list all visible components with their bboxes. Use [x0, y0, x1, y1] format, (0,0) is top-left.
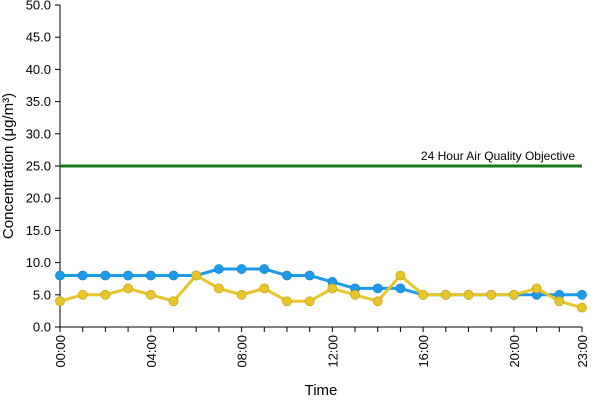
x-tick-label: 08:00: [235, 335, 250, 368]
data-point: [395, 270, 406, 281]
data-point: [123, 283, 133, 294]
data-point: [304, 270, 315, 281]
data-point: [236, 289, 247, 300]
data-point: [577, 302, 587, 313]
data-point: [55, 296, 65, 307]
data-point: [282, 296, 292, 307]
data-point: [418, 289, 429, 300]
x-axis-ticks: 00:00 04:00 08:00 12:00 16:00 20:00 23:00: [53, 327, 590, 368]
y-tick-label: 5.0: [33, 287, 51, 302]
data-point: [554, 296, 565, 307]
data-point: [509, 289, 519, 300]
data-point: [168, 296, 179, 307]
data-point: [372, 296, 383, 307]
data-point: [168, 270, 179, 281]
data-point: [213, 264, 224, 274]
y-tick-label: 15.0: [26, 223, 51, 238]
y-axis-title: Concentration (μg/m³): [0, 93, 17, 239]
x-tick-label: 20:00: [507, 335, 522, 368]
data-point: [259, 264, 270, 274]
y-tick-label: 30.0: [26, 126, 51, 141]
data-point: [77, 270, 88, 281]
data-point: [282, 270, 292, 281]
data-point: [100, 270, 111, 281]
x-tick-label: 23:00: [575, 335, 590, 368]
data-point: [55, 270, 65, 281]
x-axis-title: Time: [305, 382, 338, 399]
data-point: [236, 264, 247, 274]
data-point: [327, 283, 338, 294]
series-line: [59, 274, 583, 310]
air-quality-objective-label: 24 Hour Air Quality Objective: [421, 149, 575, 163]
data-point: [531, 283, 542, 294]
data-point: [577, 289, 587, 300]
x-tick-label: 04:00: [144, 335, 159, 368]
data-point: [259, 283, 270, 294]
reference-line-group: 24 Hour Air Quality Objective: [60, 149, 582, 168]
data-point: [123, 270, 133, 281]
y-tick-label: 25.0: [26, 159, 51, 174]
data-point: [100, 289, 111, 300]
data-point: [463, 289, 474, 300]
data-point: [372, 283, 383, 294]
series-2: [55, 270, 587, 313]
data-point: [213, 283, 224, 294]
data-point: [440, 289, 451, 300]
series-group: [55, 264, 587, 313]
y-tick-label: 35.0: [26, 94, 51, 109]
y-tick-label: 20.0: [26, 191, 51, 206]
data-point: [350, 289, 360, 300]
data-point: [145, 289, 156, 300]
y-axis-ticks: 0.0 5.0 10.0 15.0 20.0 25.0 30.0 35.0 40.0 45.0 50…: [26, 0, 60, 335]
y-tick-label: 0.0: [33, 320, 51, 335]
x-tick-label: 16:00: [416, 335, 431, 368]
y-tick-label: 10.0: [26, 255, 51, 270]
x-tick-label: 00:00: [53, 335, 68, 368]
y-tick-label: 40.0: [26, 62, 51, 77]
y-tick-label: 45.0: [26, 30, 51, 45]
data-point: [191, 270, 202, 281]
x-tick-label: 12:00: [325, 335, 340, 368]
data-point: [486, 289, 497, 300]
data-point: [77, 289, 88, 300]
data-point: [395, 283, 406, 294]
data-point: [145, 270, 156, 281]
y-tick-label: 50.0: [26, 0, 51, 13]
data-point: [304, 296, 315, 307]
